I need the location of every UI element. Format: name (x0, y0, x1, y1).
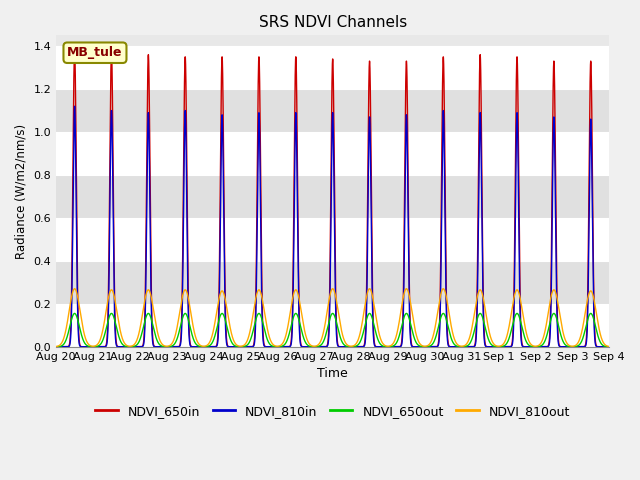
NDVI_650in (323, 344, 330, 349)
Bar (56, 218, 609, 261)
NDVI_650in (76, 336, 83, 342)
NDVI_650in (576, 344, 584, 349)
Line: NDVI_650in: NDVI_650in (56, 50, 609, 347)
NDVI_810out (161, 343, 168, 349)
NDVI_810out (323, 312, 330, 318)
Bar (56, 132, 609, 175)
X-axis label: Time: Time (317, 367, 348, 380)
NDVI_810in (323, 344, 330, 349)
Bar (56, 304, 609, 347)
NDVI_810in (55, 344, 63, 349)
NDVI_650in (55, 344, 63, 349)
Title: SRS NDVI Channels: SRS NDVI Channels (259, 15, 407, 30)
Legend: NDVI_650in, NDVI_810in, NDVI_650out, NDVI_810out: NDVI_650in, NDVI_810in, NDVI_650out, NDV… (90, 400, 575, 423)
NDVI_810in (86, 344, 93, 349)
NDVI_810in (71, 103, 79, 109)
NDVI_650out (76, 322, 83, 328)
NDVI_810out (576, 336, 584, 341)
NDVI_650out (85, 344, 93, 349)
NDVI_810out (55, 343, 63, 348)
NDVI_650in (71, 48, 79, 53)
Bar (56, 46, 609, 89)
NDVI_650out (161, 344, 168, 349)
NDVI_650out (323, 329, 330, 335)
Line: NDVI_810out: NDVI_810out (56, 289, 609, 347)
NDVI_810in (52, 344, 60, 349)
NDVI_650out (576, 341, 584, 347)
NDVI_810in (605, 344, 613, 349)
NDVI_650out (52, 344, 60, 349)
Bar (56, 175, 609, 218)
NDVI_650out (108, 311, 115, 316)
Line: NDVI_810in: NDVI_810in (56, 106, 609, 347)
NDVI_810out (76, 302, 83, 308)
Text: MB_tule: MB_tule (67, 46, 123, 59)
Bar (56, 261, 609, 304)
NDVI_810out (52, 344, 60, 349)
Y-axis label: Radiance (W/m2/nm/s): Radiance (W/m2/nm/s) (15, 123, 28, 259)
NDVI_810out (605, 344, 613, 349)
NDVI_650in (52, 344, 60, 349)
NDVI_650out (55, 344, 63, 349)
NDVI_810in (161, 344, 168, 349)
NDVI_650out (605, 344, 613, 349)
NDVI_810in (576, 344, 584, 349)
NDVI_810out (85, 342, 93, 348)
NDVI_650in (86, 344, 93, 349)
NDVI_650in (605, 344, 613, 349)
NDVI_650in (161, 344, 168, 349)
Line: NDVI_650out: NDVI_650out (56, 313, 609, 347)
NDVI_810in (76, 340, 83, 346)
NDVI_810out (365, 286, 373, 292)
Bar (56, 89, 609, 132)
